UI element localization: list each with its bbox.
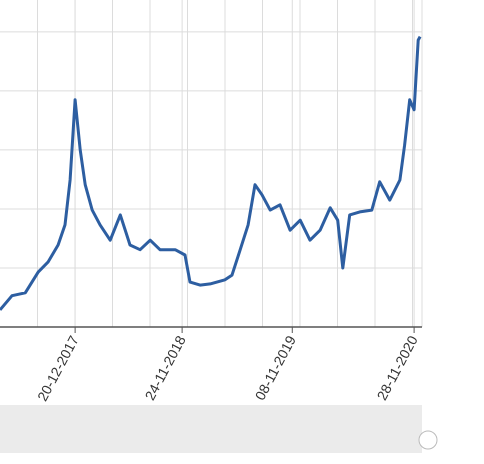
scroll-handle[interactable] — [418, 430, 438, 450]
x-tick-label: 28-11-2020 — [373, 333, 420, 403]
scrollbar-track — [0, 405, 422, 453]
x-tick-label: 20-12-2017 — [34, 333, 82, 404]
x-tick-label: 24-11-2018 — [142, 333, 189, 403]
x-tick-label: 08-11-2019 — [252, 333, 299, 403]
price-line — [0, 35, 422, 311]
plot-area: 20-12-2017 24-11-2018 08-11-2019 28-11-2020 — [0, 0, 423, 404]
